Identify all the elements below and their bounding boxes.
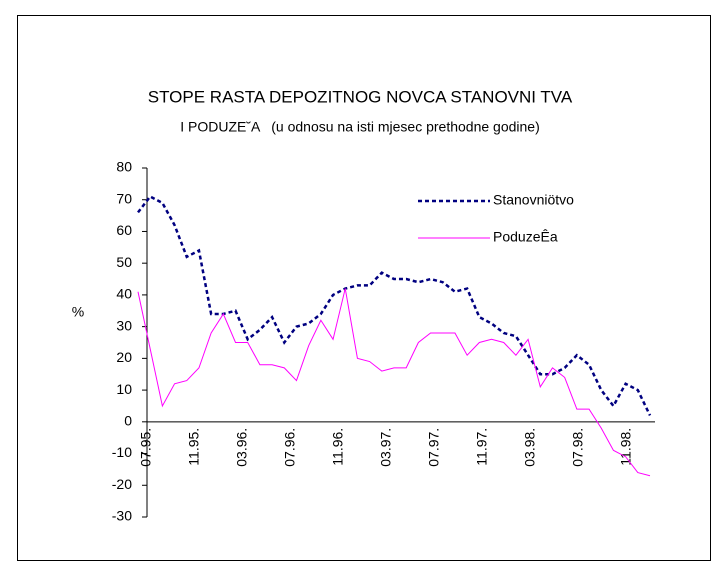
x-tick-label: 03.98. [522,428,538,467]
chart-title: STOPE RASTA DEPOZITNOG NOVCA STANOVNI TV… [148,87,573,106]
legend-label: Stanovniötvo [493,192,574,208]
y-tick-label: -30 [112,508,132,524]
x-tick-label: 07.95. [138,428,154,467]
y-tick-label: 50 [116,254,132,270]
x-tick-label: 03.97. [378,428,394,467]
y-tick-label: 0 [124,413,132,429]
series-line [137,288,651,477]
y-tick-label: 10 [116,381,132,397]
y-tick-label: 60 [116,222,132,238]
y-tick-label: -10 [112,444,132,460]
chart-subtitle: I PODUZE˘A (u odnosu na isti mjesec pret… [180,119,540,135]
y-tick-label: 70 [116,190,132,206]
y-tick-label: -20 [112,476,132,492]
x-tick-label: 11.95. [186,428,202,466]
y-axis-label: % [72,304,84,320]
y-tick-label: 80 [116,159,132,175]
y-tick-label: 30 [116,317,132,333]
legend-label: PoduzeÊa [493,229,558,245]
chart-frame [17,15,711,561]
x-tick-label: 03.96. [234,428,250,467]
x-tick-label: 07.97. [426,428,442,467]
x-tick-label: 07.98. [570,428,586,467]
y-tick-label: 20 [116,349,132,365]
x-tick-label: 11.97. [474,428,490,466]
x-tick-label: 07.96. [282,428,298,467]
y-tick-label: 40 [116,286,132,302]
x-tick-label: 11.98. [618,428,634,466]
x-tick-label: 11.96. [330,428,346,466]
